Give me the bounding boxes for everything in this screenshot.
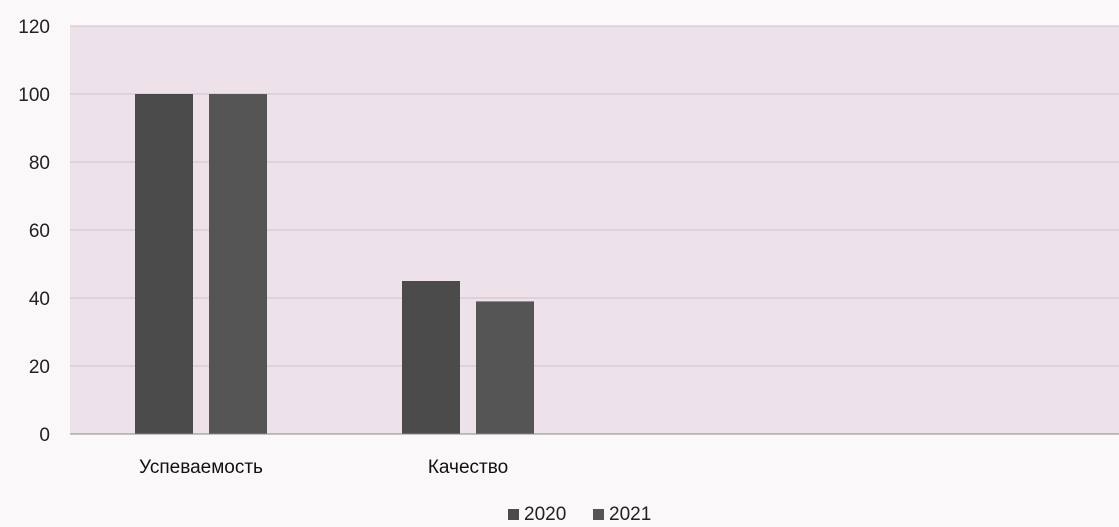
bars — [135, 94, 534, 434]
y-tick-label: 100 — [18, 85, 50, 106]
bar-2020-1 — [402, 281, 460, 434]
legend: 2020 2021 — [508, 504, 651, 525]
legend-label: 2021 — [609, 504, 651, 525]
legend-label: 2020 — [524, 504, 566, 525]
y-axis-ticks: 0 20 40 60 80 100 120 — [18, 17, 50, 446]
category-label: Качество — [428, 457, 508, 478]
bar-2021-0 — [209, 94, 267, 434]
bar-2020-0 — [135, 94, 193, 434]
y-tick-label: 60 — [29, 221, 50, 242]
y-tick-label: 80 — [29, 153, 50, 174]
y-tick-label: 120 — [18, 17, 50, 38]
x-axis-categories: Успеваемость Качество — [139, 457, 508, 478]
legend-swatch — [593, 509, 604, 520]
y-tick-label: 40 — [29, 289, 50, 310]
legend-swatch — [508, 509, 519, 520]
bar-2021-1 — [476, 301, 534, 434]
category-label: Успеваемость — [139, 457, 263, 478]
y-tick-label: 0 — [39, 425, 50, 446]
y-tick-label: 20 — [29, 357, 50, 378]
